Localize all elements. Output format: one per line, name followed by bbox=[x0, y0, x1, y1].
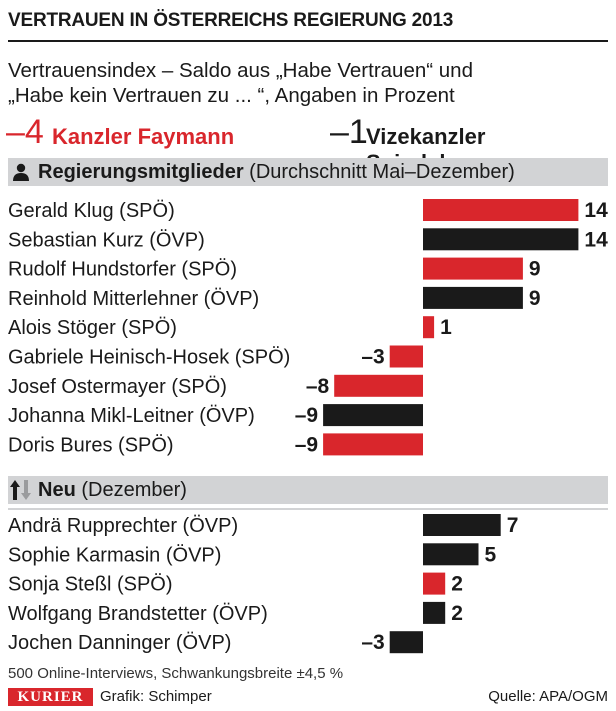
value-label: 1 bbox=[440, 316, 452, 339]
value-label: 9 bbox=[529, 287, 541, 310]
row-label: Josef Ostermayer (SPÖ) bbox=[8, 376, 227, 398]
value-label: 7 bbox=[507, 514, 519, 537]
section-header-members: Regierungsmitglieder (Durchschnitt Mai–D… bbox=[38, 158, 515, 186]
subtitle-line-2: „Habe kein Vertrauen zu ... “, Angaben i… bbox=[8, 84, 455, 107]
row-label: Johanna Mikl-Leitner (ÖVP) bbox=[8, 405, 255, 427]
bar-spo bbox=[323, 433, 423, 456]
row-label: Sonja Steßl (SPÖ) bbox=[8, 574, 173, 596]
bar-ovp bbox=[423, 286, 523, 309]
section-header-new: Neu (Dezember) bbox=[38, 476, 187, 504]
value-label: 2 bbox=[451, 573, 463, 596]
section-separator bbox=[8, 508, 608, 510]
row-label: Gerald Klug (SPÖ) bbox=[8, 200, 175, 222]
row-label: Reinhold Mitterlehner (ÖVP) bbox=[8, 288, 259, 310]
value-label: 2 bbox=[451, 602, 463, 625]
bar-ovp bbox=[423, 543, 479, 566]
section-band-members bbox=[8, 158, 608, 186]
kurier-logo: KURIER bbox=[8, 688, 93, 706]
bar-spo bbox=[423, 257, 523, 280]
chart-title: VERTRAUEN IN ÖSTERREICHS REGIERUNG 2013 bbox=[8, 10, 454, 31]
faymann-value: –4 bbox=[6, 113, 44, 151]
row-label: Sebastian Kurz (ÖVP) bbox=[8, 229, 205, 251]
bar-ovp bbox=[423, 601, 446, 624]
row-label: Doris Bures (SPÖ) bbox=[8, 434, 174, 456]
value-label: –3 bbox=[361, 346, 384, 369]
row-label: Gabriele Heinisch-Hosek (SPÖ) bbox=[8, 347, 290, 369]
value-label: –3 bbox=[361, 631, 384, 654]
bar-spo bbox=[334, 374, 423, 397]
value-label: –8 bbox=[306, 375, 330, 398]
spindelegger-value: –1 bbox=[330, 113, 368, 151]
bar-ovp bbox=[423, 228, 579, 251]
bar-ovp bbox=[323, 404, 423, 427]
row-label: Sophie Karmasin (ÖVP) bbox=[8, 544, 221, 566]
up-down-arrows-icon bbox=[10, 480, 31, 500]
section-title-members: Regierungsmitglieder bbox=[38, 161, 244, 183]
value-label: –9 bbox=[295, 433, 318, 456]
value-label: 14 bbox=[584, 228, 608, 251]
section-title-new: Neu bbox=[38, 479, 76, 501]
bar-spo bbox=[423, 199, 579, 221]
section-detail-new: (Dezember) bbox=[81, 479, 187, 501]
person-icon bbox=[13, 163, 29, 181]
footnote: 500 Online-Interviews, Schwankungsbreite… bbox=[8, 665, 344, 682]
bar-spo bbox=[389, 345, 423, 368]
title-rule bbox=[8, 40, 608, 42]
value-label: 9 bbox=[529, 258, 541, 281]
bar-ovp bbox=[423, 514, 501, 536]
value-label: –9 bbox=[295, 404, 318, 427]
subtitle-line-1: Vertrauensindex – Saldo aus „Habe Vertra… bbox=[8, 59, 473, 82]
row-label: Alois Stöger (SPÖ) bbox=[8, 317, 177, 339]
row-label: Rudolf Hundstorfer (SPÖ) bbox=[8, 259, 237, 281]
graphic-credit: Grafik: Schimper bbox=[100, 688, 212, 705]
faymann-label: Kanzler Faymann bbox=[52, 124, 235, 149]
row-label: Jochen Danninger (ÖVP) bbox=[8, 632, 231, 654]
value-label: 5 bbox=[485, 543, 497, 566]
value-label: 14 bbox=[584, 199, 608, 222]
source-credit: Quelle: APA/OGM bbox=[488, 688, 608, 705]
section-detail-members: (Durchschnitt Mai–Dezember) bbox=[249, 161, 515, 183]
bar-spo bbox=[423, 572, 446, 595]
section-band-new bbox=[8, 476, 608, 504]
bar-spo bbox=[423, 316, 435, 339]
row-label: Andrä Rupprechter (ÖVP) bbox=[8, 515, 238, 537]
bar-ovp bbox=[389, 631, 423, 654]
row-label: Wolfgang Brandstetter (ÖVP) bbox=[8, 603, 268, 625]
